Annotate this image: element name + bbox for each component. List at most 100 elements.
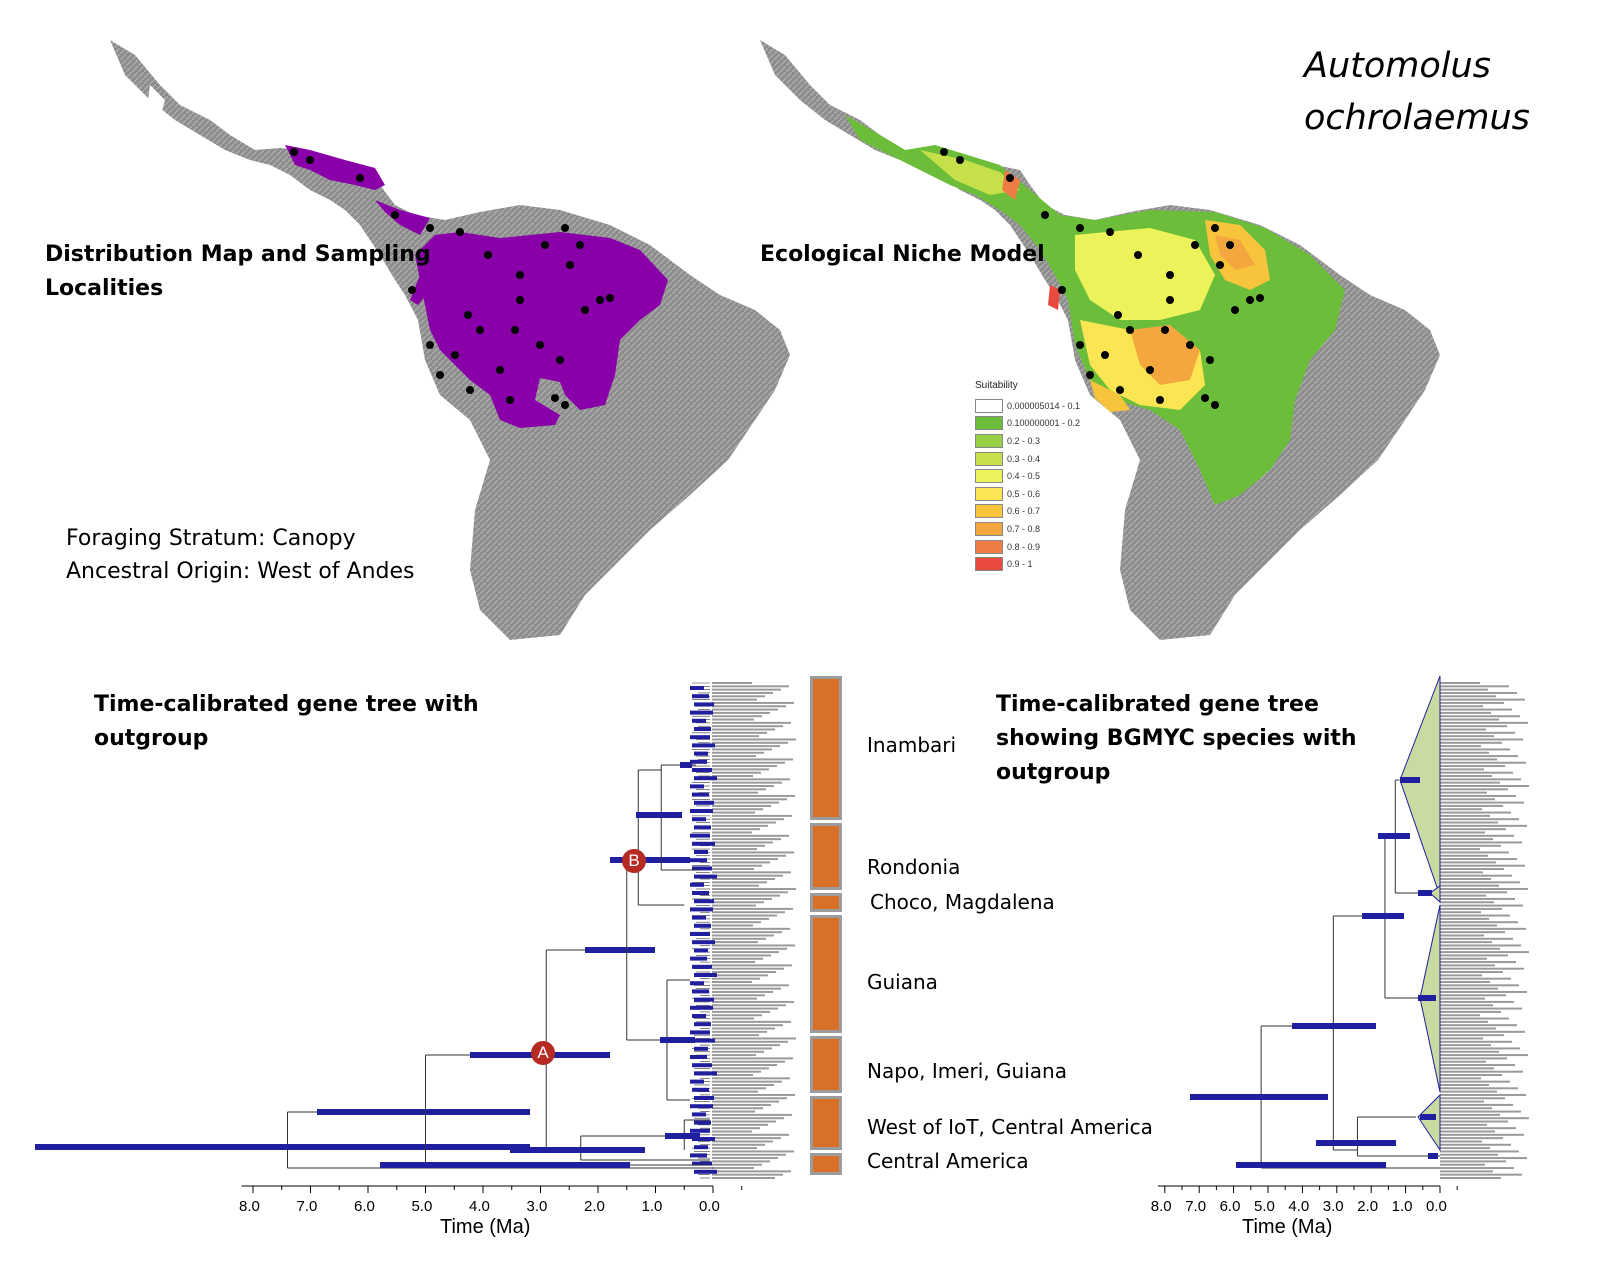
- tip-label: [712, 987, 781, 990]
- tip-label: [712, 1097, 787, 1100]
- left-tree-title-line2: outgroup: [94, 726, 209, 751]
- tip-label: [712, 784, 774, 787]
- tip-label: [712, 894, 780, 897]
- legend-label: 0.8 - 0.9: [1007, 541, 1041, 552]
- tip-hpd-bar: [692, 817, 706, 822]
- tip-hpd-bar: [692, 964, 712, 969]
- suitability-legend: Suitability 0.000005014 - 0.1 0.100000001…: [975, 380, 1095, 573]
- tip-label: [1440, 844, 1501, 847]
- tip-label: [1440, 1014, 1480, 1017]
- tip-hpd-bar: [694, 997, 714, 1002]
- tip-label: [712, 748, 772, 751]
- tip-label: [712, 698, 757, 701]
- tip-hpd-bar: [694, 973, 717, 977]
- tip-label: [712, 1123, 768, 1126]
- tip-hpd-bar: [692, 1014, 706, 1018]
- tip-label: [712, 711, 770, 714]
- legend-item: 0.3 - 0.4: [975, 450, 1095, 468]
- hpd-bar: [380, 1162, 630, 1168]
- tip-hpd-bar: [692, 1137, 715, 1141]
- clade-bar: [813, 1099, 839, 1147]
- tip-label: [1440, 897, 1515, 900]
- tip-label: [1440, 1040, 1512, 1043]
- tip-label: [712, 731, 767, 734]
- tip-label: [712, 1067, 769, 1070]
- tip-hpd-bar: [692, 743, 715, 748]
- tip-label: [1440, 775, 1492, 778]
- tip-label: [1440, 1123, 1487, 1126]
- tip-label: [712, 1034, 759, 1037]
- left-tick-label: 8.0: [239, 1198, 260, 1215]
- node-label-a: A: [531, 1041, 555, 1065]
- right-tick-label: 2.0: [1357, 1198, 1379, 1215]
- tip-label: [712, 738, 796, 741]
- tip-label: [712, 1020, 791, 1023]
- tip-label: [1440, 728, 1486, 731]
- legend-swatch: [975, 433, 1003, 448]
- tip-label: [1440, 957, 1487, 960]
- tip-label: [1440, 751, 1489, 754]
- tip-label: [1440, 944, 1521, 947]
- tip-label: [712, 794, 795, 797]
- tip-label: [712, 814, 792, 817]
- tip-label: [1440, 701, 1504, 704]
- tip-label: [1440, 1044, 1491, 1047]
- tip-label: [1440, 718, 1499, 721]
- tip-label: [1440, 821, 1498, 824]
- tip-label: [1440, 941, 1492, 944]
- tip-label: [712, 947, 787, 950]
- legend-swatch: [975, 469, 1003, 484]
- tip-hpd-bar: [694, 850, 708, 854]
- tip-label: [1440, 921, 1518, 924]
- clade-label-choco: Choco, Magdalena: [870, 890, 1055, 914]
- tip-label: [712, 771, 761, 774]
- tip-label: [1440, 1054, 1528, 1057]
- tip-hpd-bar: [692, 1063, 712, 1068]
- tip-label: [1440, 1103, 1513, 1106]
- tip-label: [712, 828, 760, 831]
- tip-label: [712, 708, 778, 711]
- legend-label: 0.000005014 - 0.1: [1007, 400, 1081, 411]
- tip-label: [712, 980, 752, 983]
- tip-label: [712, 811, 755, 814]
- tip-label: [1440, 967, 1524, 970]
- tip-label: [712, 1153, 786, 1156]
- tip-label: [712, 1133, 789, 1136]
- left-tick-label: 5.0: [411, 1198, 433, 1215]
- clade-label-rondonia: Rondonia: [867, 855, 961, 879]
- tip-label: [712, 1027, 775, 1030]
- tip-label: [1440, 1030, 1525, 1033]
- tip-label: [1440, 801, 1524, 804]
- tip-label: [1440, 1107, 1492, 1110]
- bgmyc-wedge: [1417, 1093, 1441, 1152]
- clade-bar: [813, 918, 839, 1030]
- clade-bar: [813, 679, 839, 817]
- tip-label: [712, 911, 785, 914]
- tip-hpd-bar: [690, 1030, 710, 1035]
- legend-label: 0.9 - 1: [1007, 559, 1033, 570]
- tip-label: [712, 1167, 754, 1170]
- tip-label: [712, 1070, 761, 1073]
- tip-label: [712, 1177, 775, 1179]
- tip-label: [1440, 1163, 1485, 1166]
- tip-label: [1440, 814, 1490, 817]
- tip-hpd-bar: [690, 956, 707, 961]
- hpd-bar: [1400, 777, 1420, 783]
- tip-label: [712, 1017, 754, 1020]
- tip-label: [712, 887, 796, 890]
- left-tree-title-line1: Time-calibrated gene tree with: [94, 692, 479, 717]
- tip-label: [1440, 964, 1495, 967]
- hpd-bar: [317, 1109, 530, 1115]
- tip-label: [1440, 811, 1511, 814]
- tip-label: [712, 1110, 755, 1113]
- tip-hpd-bar: [690, 1055, 707, 1059]
- tip-hpd-bar: [692, 866, 712, 871]
- tip-label: [712, 1080, 782, 1083]
- tip-label: [1440, 997, 1485, 1000]
- tip-label: [1440, 798, 1495, 801]
- tip-label: [1440, 1027, 1496, 1030]
- tip-label: [712, 977, 760, 980]
- tip-label: [1440, 1064, 1515, 1067]
- tip-label: [1440, 1100, 1484, 1103]
- legend-label: 0.5 - 0.6: [1007, 488, 1041, 499]
